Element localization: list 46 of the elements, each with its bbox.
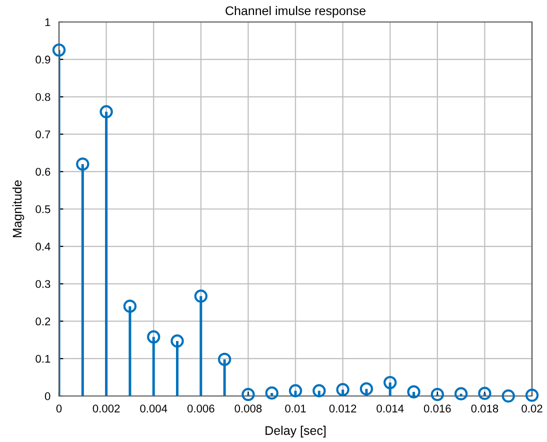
point xyxy=(123,300,137,313)
point xyxy=(502,389,515,403)
point xyxy=(52,43,66,57)
point xyxy=(100,105,113,118)
x-tick-label: 0.016 xyxy=(424,404,451,412)
point xyxy=(478,386,492,400)
chart-title: Channel imulse response xyxy=(226,6,366,18)
x-tick-label: 0.018 xyxy=(471,404,498,412)
point xyxy=(76,158,90,171)
point xyxy=(218,352,232,366)
point xyxy=(360,382,374,396)
x-tick-label: 0.004 xyxy=(140,404,168,412)
y-tick-label: 0 xyxy=(44,392,50,400)
point xyxy=(170,334,184,348)
point xyxy=(194,290,208,303)
point xyxy=(407,385,420,398)
y-tick-label: 0.2 xyxy=(36,317,50,326)
point xyxy=(288,384,302,398)
y-tick-label: 0.3 xyxy=(36,280,50,288)
x-axis-title: Delay [sec] xyxy=(266,426,326,438)
x-tick-label: 0.014 xyxy=(376,404,404,412)
y-tick-label: 0.9 xyxy=(36,56,50,64)
x-tick-label: 0.02 xyxy=(522,404,542,412)
y-tick-label: 0.7 xyxy=(36,130,50,138)
y-tick-label: 0.4 xyxy=(36,242,50,251)
x-tick-label: 0 xyxy=(56,404,62,412)
y-tick-label: 0.8 xyxy=(36,93,50,101)
y-tick-label: 0.1 xyxy=(36,354,50,363)
x-tick-label: 0.01 xyxy=(285,404,306,412)
point xyxy=(265,386,278,400)
point xyxy=(147,330,160,344)
point xyxy=(454,387,468,400)
point xyxy=(430,388,444,402)
x-tick-label: 0.006 xyxy=(187,404,214,412)
point xyxy=(525,388,539,402)
point xyxy=(384,376,397,390)
x-tick-label: 0.008 xyxy=(234,404,262,412)
point xyxy=(336,383,350,396)
x-tick-label: 0.002 xyxy=(92,404,120,412)
point xyxy=(312,384,326,398)
y-axis-title: Magnitude xyxy=(12,180,24,238)
y-tick-label: 0.5 xyxy=(36,205,50,214)
point xyxy=(242,388,255,402)
y-tick-label: 1 xyxy=(45,18,50,26)
y-tick-label: 0.6 xyxy=(36,168,50,176)
x-tick-label: 0.012 xyxy=(329,404,356,412)
